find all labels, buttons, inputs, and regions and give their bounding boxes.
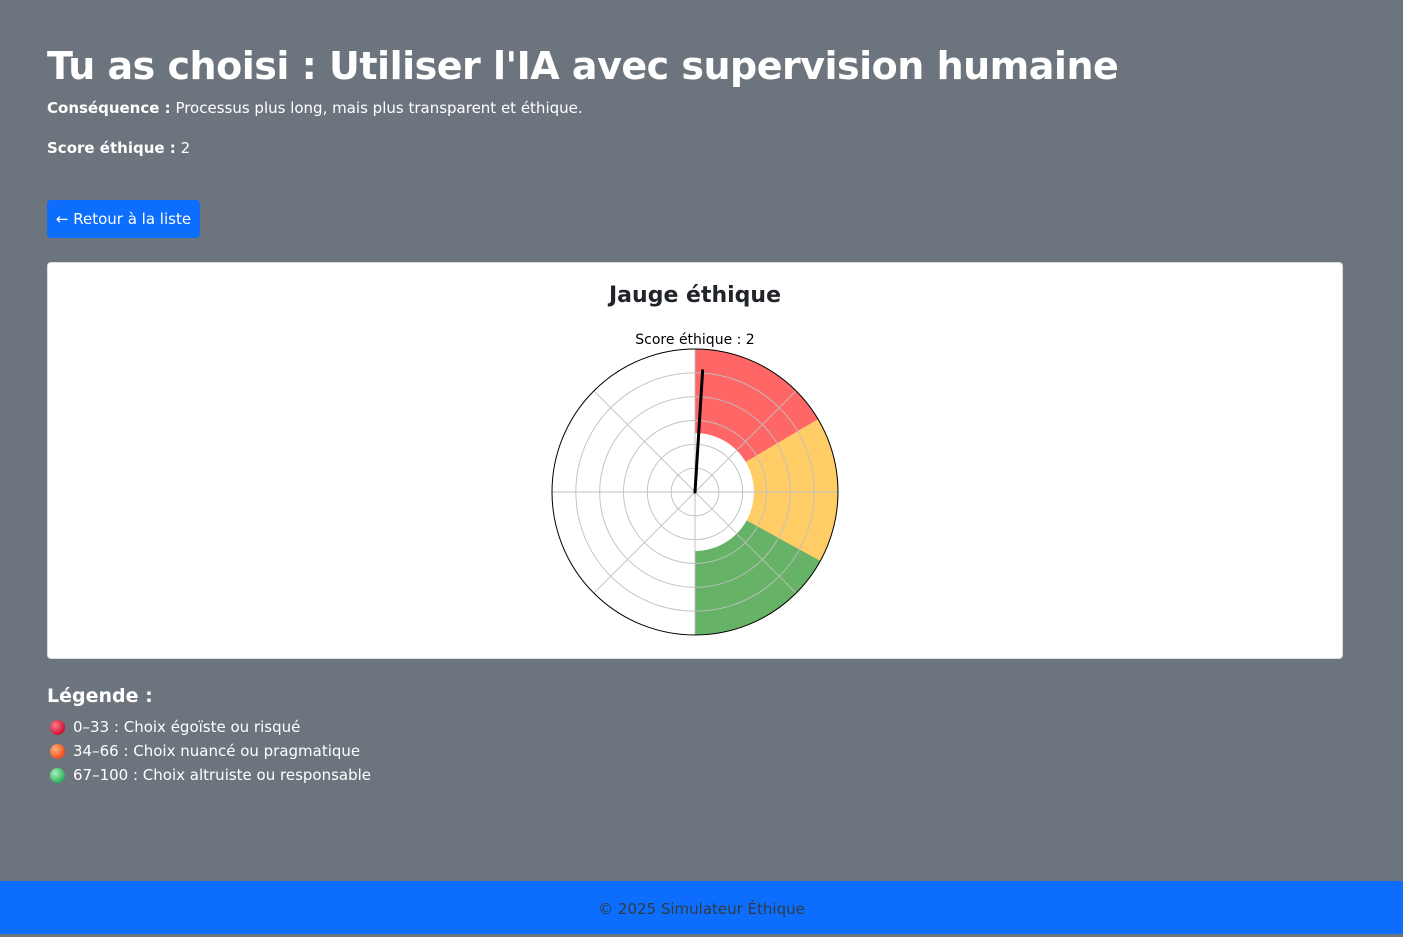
orange-dot-icon <box>50 743 65 759</box>
legend-item-mid: 34–66 : Choix nuancé ou pragmatique <box>47 739 371 763</box>
gauge-outline <box>551 348 839 636</box>
gauge-segment-1 <box>745 419 838 561</box>
gauge-grid-spoke <box>593 390 696 493</box>
consequence-text: Processus plus long, mais plus transpare… <box>175 99 583 117</box>
ethics-gauge-chart: Score éthique : 2 <box>551 332 839 636</box>
legend-item-low: 0–33 : Choix égoïste ou risqué <box>47 715 371 739</box>
gauge-grid-spoke <box>694 390 797 493</box>
gauge-card-title: Jauge éthique <box>609 283 781 308</box>
back-to-list-button[interactable]: ← Retour à la liste <box>47 200 200 238</box>
green-dot-icon <box>50 767 65 783</box>
footer-text: © 2025 Simulateur Éthique <box>598 900 805 918</box>
gauge-needle <box>693 369 705 494</box>
consequence-label: Conséquence : <box>47 99 171 117</box>
score-line: Score éthique : 2 <box>47 138 190 158</box>
legend-item-label: 34–66 : Choix nuancé ou pragmatique <box>73 742 361 760</box>
gauge-segment-2 <box>695 520 821 635</box>
gauge-grid-spoke <box>593 491 696 594</box>
legend-item-label: 0–33 : Choix égoïste ou risqué <box>73 718 301 736</box>
consequence-line: Conséquence : Processus plus long, mais … <box>47 98 583 118</box>
gauge-card: Jauge éthique Score éthique : 2 <box>47 262 1343 659</box>
legend-list: 0–33 : Choix égoïste ou risqué 34–66 : C… <box>47 715 371 787</box>
chart-title: Score éthique : 2 <box>635 332 754 348</box>
red-dot-icon <box>50 719 65 735</box>
gauge-grid-spoke <box>694 491 797 594</box>
score-value: 2 <box>180 139 191 157</box>
page-footer: © 2025 Simulateur Éthique <box>0 881 1403 934</box>
legend-title: Légende : <box>47 685 153 707</box>
legend-item-high: 67–100 : Choix altruiste ou responsable <box>47 763 371 787</box>
score-label: Score éthique : <box>47 139 176 157</box>
page-title: Tu as choisi : Utiliser l'IA avec superv… <box>47 44 1119 88</box>
legend-item-label: 67–100 : Choix altruiste ou responsable <box>73 766 372 784</box>
